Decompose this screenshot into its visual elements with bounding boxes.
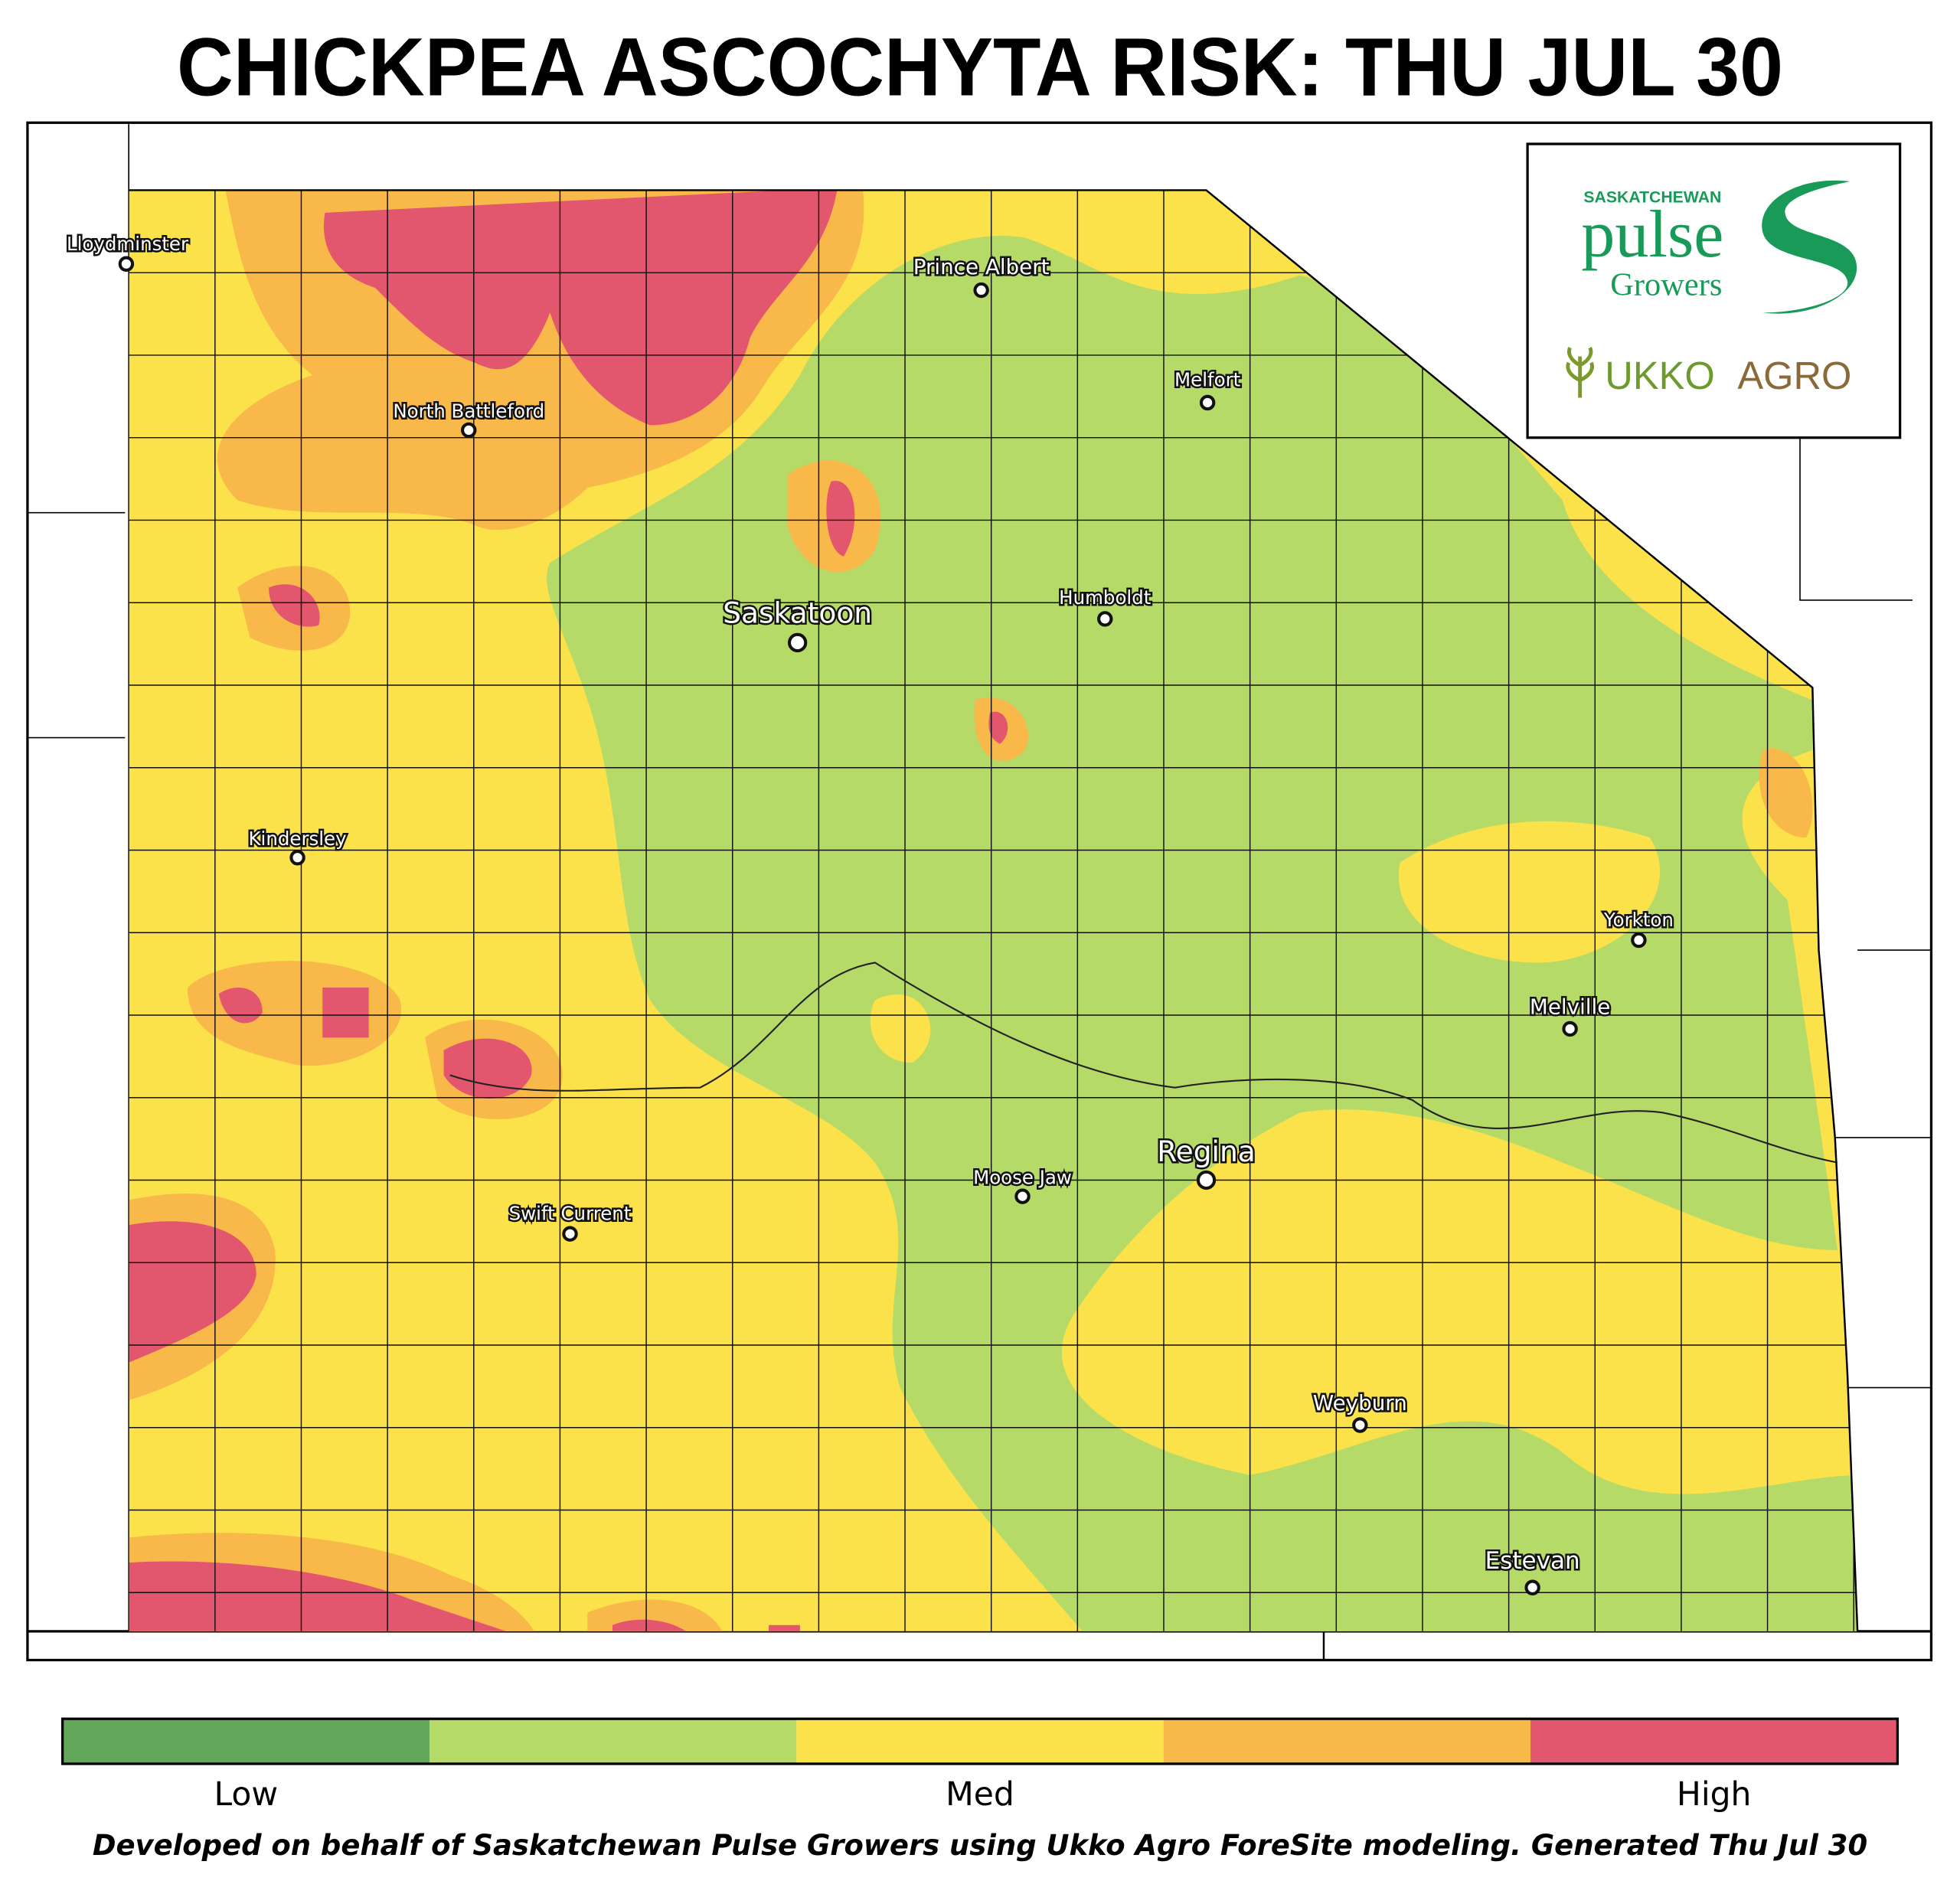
risk-surface	[129, 190, 1858, 1631]
zone-medhigh	[129, 190, 1813, 1631]
city-label: Estevan	[1485, 1547, 1580, 1575]
city-marker	[1631, 932, 1647, 949]
city-label: Prince Albert	[913, 254, 1050, 279]
city-marker	[1196, 1170, 1217, 1190]
city-label: Kindersley	[249, 828, 347, 850]
city-marker	[1352, 1417, 1368, 1433]
zone-med	[870, 821, 1661, 1063]
logo-box	[1526, 142, 1902, 439]
logo-text: AGRO	[1737, 354, 1851, 397]
province-border	[129, 189, 1859, 1631]
city-marker	[461, 422, 477, 439]
city-label: Melfort	[1174, 369, 1241, 391]
city-marker	[1097, 611, 1113, 627]
footer: Developed on behalf of Saskatchewan Puls…	[93, 1828, 1867, 1862]
city-marker	[1199, 394, 1216, 411]
legend-swatch	[62, 1719, 430, 1764]
logo-text: SASKATCHEWAN	[1583, 189, 1721, 207]
city-label: Saskatoon	[723, 596, 872, 629]
logo-text: UKKO	[1605, 354, 1714, 397]
city-label: Humboldt	[1059, 586, 1152, 609]
title: CHICKPEA ASCOCHYTA RISK: THU JUL 30	[177, 20, 1783, 113]
legend-label: Low	[214, 1776, 279, 1814]
legend-swatch	[429, 1719, 797, 1764]
logo-mark	[1762, 180, 1857, 314]
legend: Low Med High	[61, 1717, 1899, 1814]
city-label: Weyburn	[1313, 1390, 1407, 1416]
city-marker	[1524, 1579, 1540, 1595]
township-grid	[129, 190, 1858, 1631]
city-label: North Battleford	[393, 400, 544, 423]
legend-swatch	[796, 1719, 1164, 1764]
city-marker	[562, 1226, 578, 1242]
legend-label: High	[1677, 1776, 1752, 1814]
city-marker	[289, 850, 305, 866]
city-marker	[1562, 1020, 1578, 1037]
city-label: Lloydminster	[67, 233, 189, 255]
legend-label: Med	[946, 1776, 1014, 1814]
legend-swatch	[1163, 1719, 1531, 1764]
city-marker	[118, 256, 135, 272]
zone-low	[547, 236, 1858, 1631]
cities: Lloydminster Prince Albert Melfort North…	[65, 230, 1675, 1595]
city-marker	[1014, 1188, 1031, 1204]
river	[449, 962, 1838, 1164]
logo-text: Growers	[1610, 267, 1722, 303]
logo-text: pulse	[1581, 197, 1723, 272]
city-label: Yorkton	[1603, 909, 1674, 931]
legend-border	[61, 1717, 1899, 1765]
city-label: Melville	[1530, 994, 1610, 1019]
city-marker	[787, 632, 808, 653]
logo: SASKATCHEWAN pulse Growers UKKO AGRO	[1526, 142, 1902, 439]
city-label: Moose Jaw	[973, 1166, 1072, 1188]
legend-swatch	[1530, 1719, 1898, 1764]
city-label: Swift Current	[509, 1203, 632, 1225]
logo-icon	[1566, 347, 1594, 398]
city-label: Regina	[1157, 1135, 1256, 1168]
city-marker	[973, 282, 989, 299]
